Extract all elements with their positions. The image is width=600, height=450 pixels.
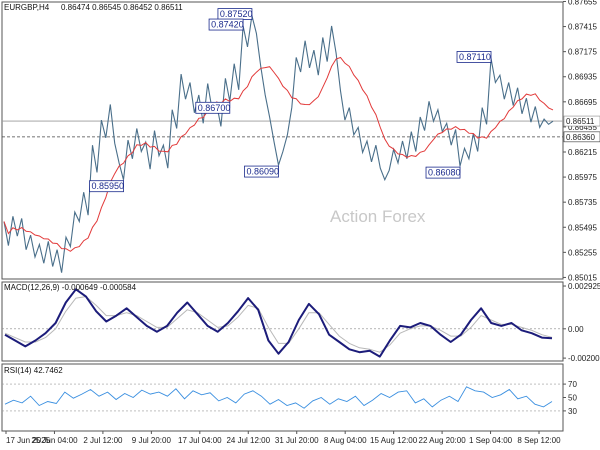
annotation-label: 0.85950 bbox=[92, 181, 125, 191]
y-tick-label: 0.87655 bbox=[568, 0, 597, 6]
rsi-panel-frame bbox=[1, 363, 564, 432]
x-tick-label: 8 Aug 04:00 bbox=[324, 436, 367, 445]
y-tick-label: 0.85495 bbox=[568, 223, 597, 232]
annotation-label: 0.87520 bbox=[220, 9, 253, 19]
ohlc-readout: 0.86474 0.86545 0.86452 0.86511 bbox=[61, 3, 183, 12]
x-tick-label: 17 Jul 04:00 bbox=[178, 436, 222, 445]
y-tick-label: 0.85975 bbox=[568, 173, 597, 182]
annotation-label: 0.87110 bbox=[459, 52, 491, 62]
y-tick-label: 0.86455 bbox=[568, 123, 597, 132]
y-tick-label: 0.85735 bbox=[568, 198, 597, 207]
reference-tag bbox=[563, 131, 600, 143]
macd-y-tick-label: 0.00 bbox=[568, 325, 584, 334]
y-tick-label: 0.85255 bbox=[568, 248, 597, 257]
x-tick-label: 9 Jul 20:00 bbox=[132, 436, 172, 445]
macd-y-tick-label: 0.002925 bbox=[568, 282, 600, 291]
x-tick-label: 31 Jul 20:00 bbox=[275, 436, 319, 445]
moving-average-line bbox=[3, 56, 554, 252]
rsi-line bbox=[4, 386, 553, 409]
rsi-title: RSI(14) 42.7462 bbox=[4, 366, 63, 375]
annotation-box bbox=[456, 51, 492, 63]
annotation-label: 0.87420 bbox=[211, 20, 244, 30]
rsi-y-tick-label: 30 bbox=[568, 407, 577, 416]
x-tick-label: 25 Jun 04:00 bbox=[31, 436, 78, 445]
annotation-label: 0.86080 bbox=[428, 168, 461, 178]
main-panel-frame bbox=[1, 1, 564, 280]
x-tick-label: 24 Jul 12:00 bbox=[226, 436, 270, 445]
macd-y-tick-label: -0.002002 bbox=[568, 354, 600, 363]
annotation-label: 0.86090 bbox=[247, 167, 280, 177]
annotation-label: 0.86700 bbox=[198, 103, 231, 113]
annotation-box bbox=[195, 101, 231, 114]
y-tick-label: 0.86695 bbox=[568, 98, 597, 107]
y-tick-label: 0.85015 bbox=[568, 273, 597, 282]
y-tick-label: 0.87415 bbox=[568, 23, 597, 32]
y-tick-label: 0.86935 bbox=[568, 73, 597, 82]
x-tick-label: 22 Aug 20:00 bbox=[419, 436, 467, 445]
rsi-y-tick-label: 70 bbox=[568, 380, 577, 389]
annotation-box bbox=[89, 180, 124, 193]
reference-label: 0.86511 bbox=[566, 117, 595, 126]
y-tick-label: 0.87175 bbox=[568, 48, 597, 57]
reference-label: 0.86360 bbox=[566, 133, 595, 142]
x-tick-label: 1 Sep 04:00 bbox=[469, 436, 513, 445]
macd-signal-line bbox=[4, 296, 553, 353]
x-tick-label: 8 Sep 12:00 bbox=[517, 436, 561, 445]
rsi-y-tick-label: 50 bbox=[568, 394, 577, 403]
macd-line bbox=[4, 288, 553, 358]
x-tick-label: 15 Aug 12:00 bbox=[370, 436, 418, 445]
main-chart-title: EURGBP,H4 bbox=[4, 3, 50, 12]
annotation-box bbox=[425, 166, 461, 179]
x-tick-label: 17 Jun 2025 bbox=[6, 436, 51, 445]
watermark: Action Forex bbox=[330, 207, 426, 226]
macd-title: MACD(12,26,9) -0.000649 -0.000584 bbox=[4, 283, 137, 292]
y-tick-label: 0.86215 bbox=[568, 148, 597, 157]
x-tick-label: 2 Jul 12:00 bbox=[83, 436, 123, 445]
annotation-box bbox=[244, 165, 279, 178]
reference-tag bbox=[563, 115, 600, 127]
annotation-box bbox=[208, 18, 244, 31]
